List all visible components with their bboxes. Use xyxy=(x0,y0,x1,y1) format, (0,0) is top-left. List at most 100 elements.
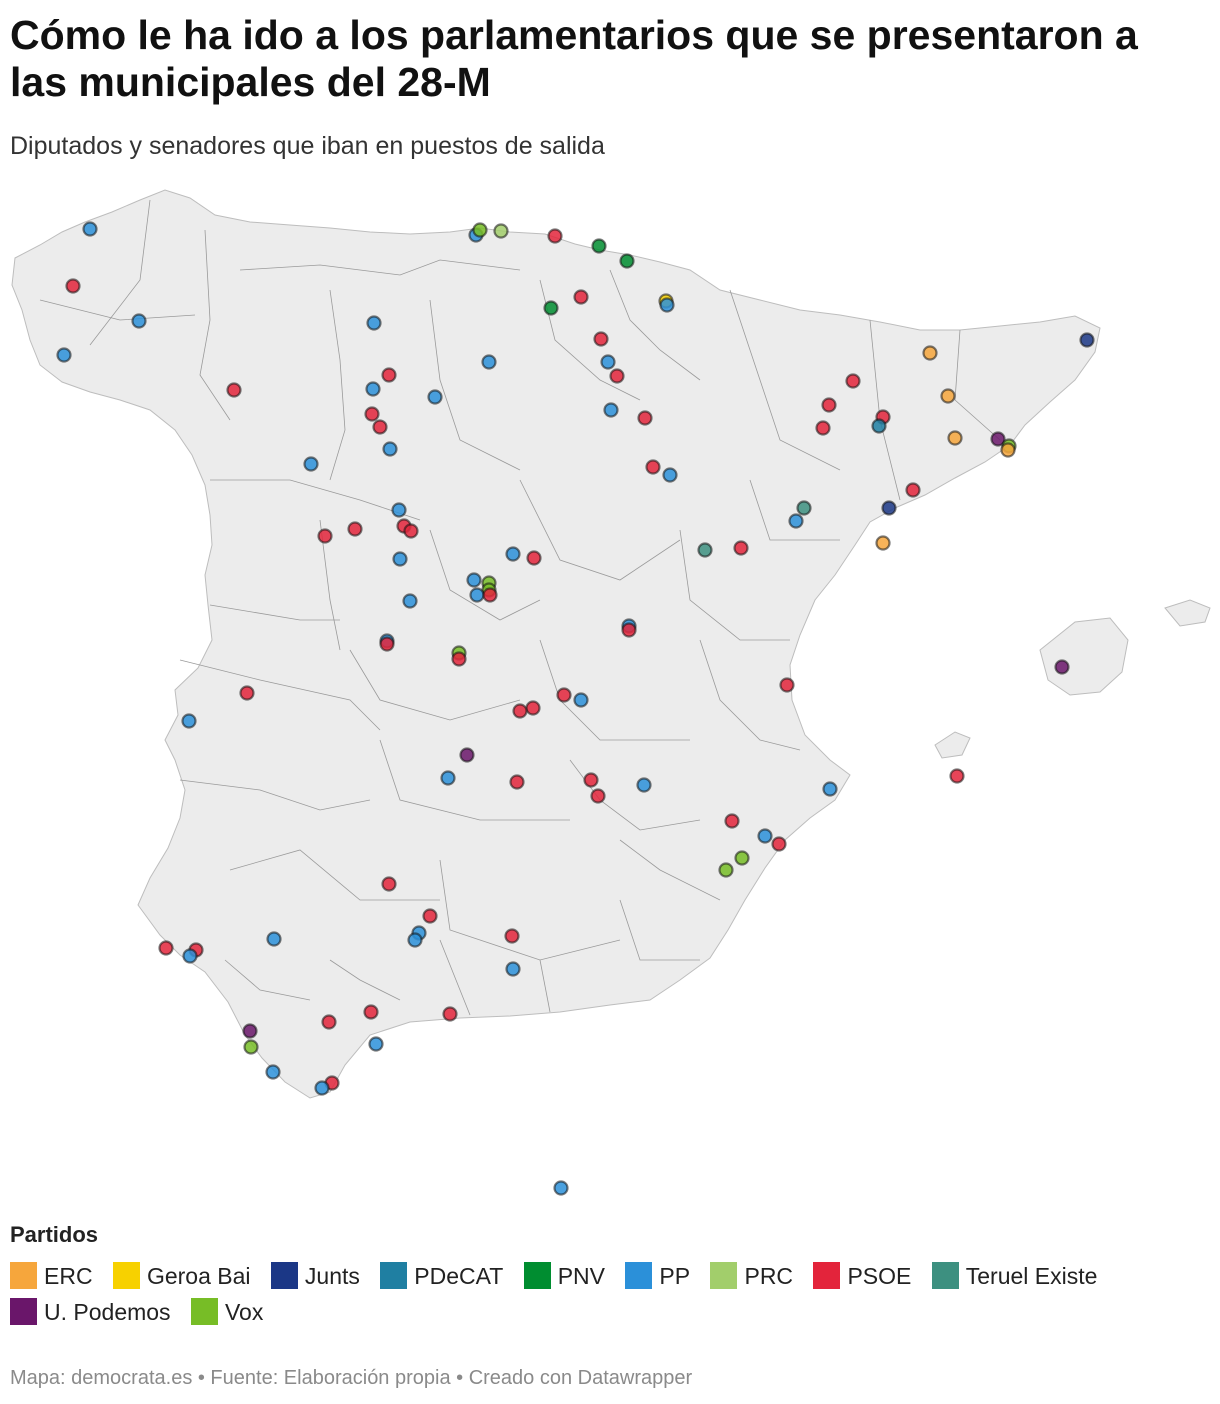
marker-pp[interactable] xyxy=(182,948,198,964)
marker-psoe[interactable] xyxy=(724,813,740,829)
marker-psoe[interactable] xyxy=(422,908,438,924)
marker-pp[interactable] xyxy=(553,1180,569,1196)
marker-psoe[interactable] xyxy=(637,410,653,426)
marker-pp[interactable] xyxy=(368,1036,384,1052)
marker-psoe[interactable] xyxy=(317,528,333,544)
marker-psoe[interactable] xyxy=(372,419,388,435)
marker-psoe[interactable] xyxy=(845,373,861,389)
marker-junts[interactable] xyxy=(881,500,897,516)
marker-psoe[interactable] xyxy=(381,876,397,892)
marker-pnv[interactable] xyxy=(619,253,635,269)
marker-psoe[interactable] xyxy=(509,774,525,790)
marker-pp[interactable] xyxy=(757,828,773,844)
marker-pp[interactable] xyxy=(266,931,282,947)
marker-pp[interactable] xyxy=(600,354,616,370)
marker-psoe[interactable] xyxy=(226,382,242,398)
marker-erc[interactable] xyxy=(875,535,891,551)
marker-psoe[interactable] xyxy=(381,367,397,383)
marker-psoe[interactable] xyxy=(609,368,625,384)
marker-pp[interactable] xyxy=(788,513,804,529)
marker-pp[interactable] xyxy=(365,381,381,397)
marker-pp[interactable] xyxy=(382,441,398,457)
marker-psoe[interactable] xyxy=(504,928,520,944)
marker-psoe[interactable] xyxy=(442,1006,458,1022)
marker-psoe[interactable] xyxy=(733,540,749,556)
marker-psoe[interactable] xyxy=(347,521,363,537)
marker-psoe[interactable] xyxy=(621,622,637,638)
marker-pp[interactable] xyxy=(636,777,652,793)
marker-psoe[interactable] xyxy=(556,687,572,703)
marker-pp[interactable] xyxy=(505,961,521,977)
marker-pp[interactable] xyxy=(466,572,482,588)
marker-pp[interactable] xyxy=(469,587,485,603)
marker-erc[interactable] xyxy=(947,430,963,446)
marker-pp[interactable] xyxy=(265,1064,281,1080)
marker-pp[interactable] xyxy=(822,781,838,797)
marker-psoe[interactable] xyxy=(525,700,541,716)
marker-pdecat[interactable] xyxy=(871,418,887,434)
legend-item-vox: Vox xyxy=(190,1294,263,1330)
marker-pp[interactable] xyxy=(573,692,589,708)
marker-erc[interactable] xyxy=(940,388,956,404)
marker-pnv[interactable] xyxy=(591,238,607,254)
marker-pp[interactable] xyxy=(440,770,456,786)
legend-swatch-u-podemos xyxy=(10,1298,37,1325)
marker-psoe[interactable] xyxy=(583,772,599,788)
marker-erc[interactable] xyxy=(1000,442,1016,458)
marker-pp[interactable] xyxy=(392,551,408,567)
marker-psoe[interactable] xyxy=(815,420,831,436)
marker-psoe[interactable] xyxy=(512,703,528,719)
marker-pp[interactable] xyxy=(662,467,678,483)
marker-psoe[interactable] xyxy=(364,406,380,422)
marker-pp[interactable] xyxy=(56,347,72,363)
marker-psoe[interactable] xyxy=(363,1004,379,1020)
marker-psoe[interactable] xyxy=(321,1014,337,1030)
marker-vox[interactable] xyxy=(243,1039,259,1055)
marker-psoe[interactable] xyxy=(451,651,467,667)
marker-teruel[interactable] xyxy=(796,500,812,516)
marker-pp[interactable] xyxy=(659,297,675,313)
marker-podemos[interactable] xyxy=(1054,659,1070,675)
marker-pp[interactable] xyxy=(366,315,382,331)
marker-podemos[interactable] xyxy=(242,1023,258,1039)
marker-pp[interactable] xyxy=(402,593,418,609)
marker-psoe[interactable] xyxy=(379,636,395,652)
marker-pp[interactable] xyxy=(391,502,407,518)
marker-erc[interactable] xyxy=(922,345,938,361)
marker-psoe[interactable] xyxy=(821,397,837,413)
marker-pp[interactable] xyxy=(505,546,521,562)
marker-pp[interactable] xyxy=(131,313,147,329)
marker-psoe[interactable] xyxy=(590,788,606,804)
marker-psoe[interactable] xyxy=(239,685,255,701)
marker-pp[interactable] xyxy=(82,221,98,237)
marker-psoe[interactable] xyxy=(158,940,174,956)
marker-vox[interactable] xyxy=(718,862,734,878)
marker-psoe[interactable] xyxy=(645,459,661,475)
marker-pp[interactable] xyxy=(603,402,619,418)
marker-pp[interactable] xyxy=(427,389,443,405)
marker-psoe[interactable] xyxy=(779,677,795,693)
marker-psoe[interactable] xyxy=(949,768,965,784)
marker-psoe[interactable] xyxy=(547,228,563,244)
marker-pp[interactable] xyxy=(314,1080,330,1096)
marker-psoe[interactable] xyxy=(526,550,542,566)
marker-psoe[interactable] xyxy=(573,289,589,305)
marker-pp[interactable] xyxy=(407,932,423,948)
marker-vox[interactable] xyxy=(734,850,750,866)
marker-psoe[interactable] xyxy=(905,482,921,498)
marker-psoe[interactable] xyxy=(771,836,787,852)
marker-junts[interactable] xyxy=(1079,332,1095,348)
marker-vox[interactable] xyxy=(472,222,488,238)
marker-psoe[interactable] xyxy=(65,278,81,294)
marker-prc[interactable] xyxy=(493,223,509,239)
marker-podemos[interactable] xyxy=(459,747,475,763)
marker-podemos[interactable] xyxy=(990,431,1006,447)
marker-psoe[interactable] xyxy=(482,587,498,603)
marker-pp[interactable] xyxy=(181,713,197,729)
marker-psoe[interactable] xyxy=(403,523,419,539)
marker-pp[interactable] xyxy=(303,456,319,472)
marker-teruel[interactable] xyxy=(697,542,713,558)
marker-psoe[interactable] xyxy=(593,331,609,347)
marker-pp[interactable] xyxy=(481,354,497,370)
marker-pnv[interactable] xyxy=(543,300,559,316)
